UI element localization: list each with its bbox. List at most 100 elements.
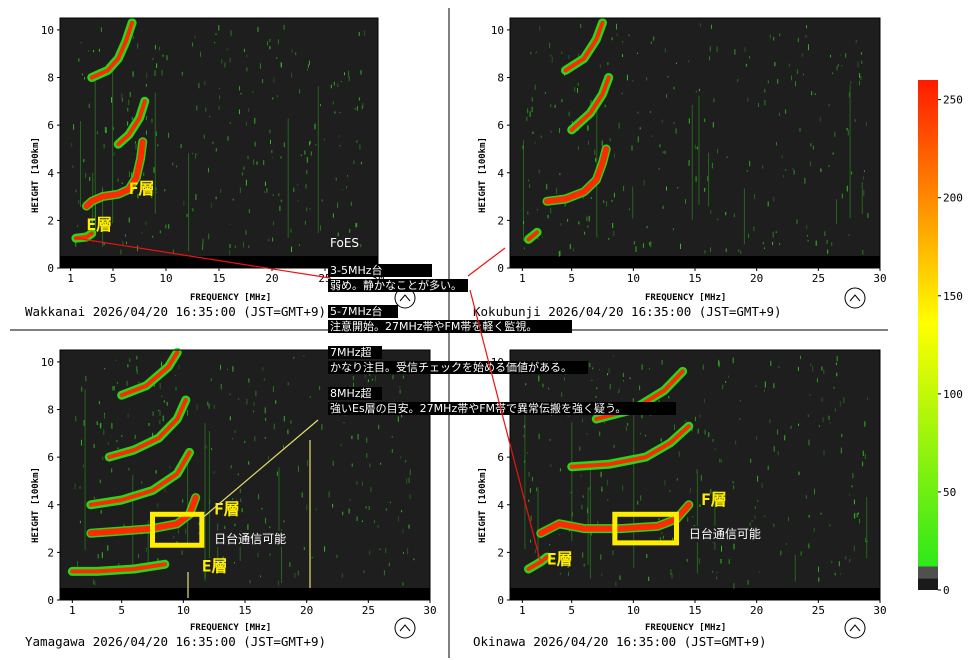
noise-dot bbox=[363, 570, 365, 573]
noise-dot bbox=[538, 375, 540, 382]
noise-dot bbox=[812, 145, 814, 150]
noise-dot bbox=[528, 179, 530, 182]
noise-dot bbox=[845, 53, 847, 58]
noise-dot bbox=[234, 523, 236, 527]
noise-dot bbox=[748, 233, 749, 238]
noise-dot bbox=[759, 571, 761, 573]
noise-dot bbox=[550, 130, 552, 133]
noise-dot bbox=[606, 201, 607, 207]
noise-dot bbox=[166, 402, 168, 406]
noise-dot bbox=[276, 95, 278, 98]
noise-dot bbox=[594, 149, 596, 156]
noise-dot bbox=[824, 231, 826, 237]
noise-dot bbox=[127, 413, 129, 418]
noise-dot bbox=[145, 547, 147, 552]
noise-dot bbox=[172, 162, 174, 166]
noise-dot bbox=[360, 244, 362, 248]
noise-dot bbox=[98, 48, 100, 52]
noise-dot bbox=[814, 93, 816, 95]
noise-dot bbox=[646, 77, 648, 81]
noise-dot bbox=[845, 556, 847, 560]
noise-dot bbox=[718, 359, 720, 366]
noise-dot bbox=[96, 131, 98, 135]
noise-dot bbox=[664, 47, 666, 53]
noise-dot bbox=[534, 549, 536, 554]
noise-dot bbox=[725, 381, 727, 383]
marker-circle bbox=[844, 287, 866, 309]
noise-dot bbox=[758, 103, 759, 107]
noise-dot bbox=[531, 476, 533, 482]
noise-dot bbox=[159, 410, 161, 416]
noise-dot bbox=[342, 511, 344, 516]
noise-dot bbox=[859, 73, 861, 78]
y-axis-label: HEIGHT [100km] bbox=[478, 137, 488, 213]
noise-dot bbox=[666, 94, 668, 98]
noise-dot bbox=[106, 216, 108, 223]
noise-dot bbox=[556, 188, 558, 194]
y-tick-label: 6 bbox=[47, 119, 54, 132]
noise-dot bbox=[770, 360, 772, 366]
noise-dot bbox=[678, 451, 680, 457]
noise-dot bbox=[297, 465, 299, 472]
noise-dot bbox=[829, 523, 831, 527]
noise-dot bbox=[151, 192, 153, 199]
plot-background bbox=[510, 18, 880, 268]
noise-dot bbox=[852, 473, 854, 479]
x-tick-label: 1 bbox=[519, 272, 526, 285]
noise-dot bbox=[182, 499, 184, 503]
noise-dot bbox=[289, 562, 291, 567]
noise-dot bbox=[788, 63, 790, 68]
noise-dot bbox=[374, 375, 376, 382]
noise-dot bbox=[356, 140, 358, 143]
noise-dot bbox=[351, 435, 353, 439]
noise-dot bbox=[601, 486, 603, 491]
noise-dot bbox=[348, 70, 350, 77]
noise-dot bbox=[389, 501, 391, 503]
noise-dot bbox=[737, 78, 739, 83]
noise-dot bbox=[850, 80, 852, 85]
noise-dot bbox=[366, 453, 368, 458]
noise-dot bbox=[680, 243, 681, 249]
noise-dot bbox=[208, 233, 210, 240]
noise-dot bbox=[848, 234, 850, 236]
noise-dot bbox=[117, 447, 119, 450]
noise-dot bbox=[762, 165, 764, 169]
noise-dot bbox=[200, 51, 201, 57]
noise-dot bbox=[343, 422, 345, 424]
noise-dot bbox=[332, 101, 334, 105]
y-tick-label: 2 bbox=[497, 546, 504, 559]
noise-dot bbox=[229, 416, 231, 421]
noise-dot bbox=[122, 241, 124, 245]
noise-dot bbox=[165, 224, 167, 229]
noise-dot bbox=[767, 201, 769, 207]
noise-dot bbox=[161, 362, 162, 367]
noise-dot bbox=[716, 576, 718, 580]
noise-dot bbox=[805, 495, 807, 499]
noise-dot bbox=[152, 432, 154, 437]
noise-dot bbox=[301, 492, 303, 498]
colorbar-tick-label: 100 bbox=[943, 388, 963, 401]
noise-dot bbox=[732, 357, 734, 364]
noise-dot bbox=[269, 39, 271, 42]
noise-dot bbox=[273, 423, 275, 430]
noise-dot bbox=[113, 152, 115, 156]
noise-dot bbox=[614, 153, 615, 158]
noise-dot bbox=[161, 395, 163, 397]
noise-dot bbox=[550, 104, 552, 108]
noise-dot bbox=[616, 33, 618, 37]
noise-dot bbox=[287, 429, 289, 435]
noise-dot bbox=[385, 547, 387, 554]
noise-dot bbox=[642, 243, 644, 248]
noise-dot bbox=[291, 49, 293, 53]
highlight-box bbox=[150, 511, 205, 548]
up-arrow-circle-icon bbox=[394, 287, 416, 309]
noise-dot bbox=[132, 35, 134, 40]
x-axis-label: FREQUENCY [MHz] bbox=[645, 293, 726, 303]
y-tick-label: 10 bbox=[41, 24, 54, 37]
noise-dot bbox=[812, 365, 814, 372]
noise-dot bbox=[154, 70, 156, 77]
noise-dot bbox=[348, 76, 350, 82]
noise-dot bbox=[254, 117, 256, 124]
noise-dot bbox=[92, 579, 94, 585]
noise-dot bbox=[93, 50, 94, 53]
